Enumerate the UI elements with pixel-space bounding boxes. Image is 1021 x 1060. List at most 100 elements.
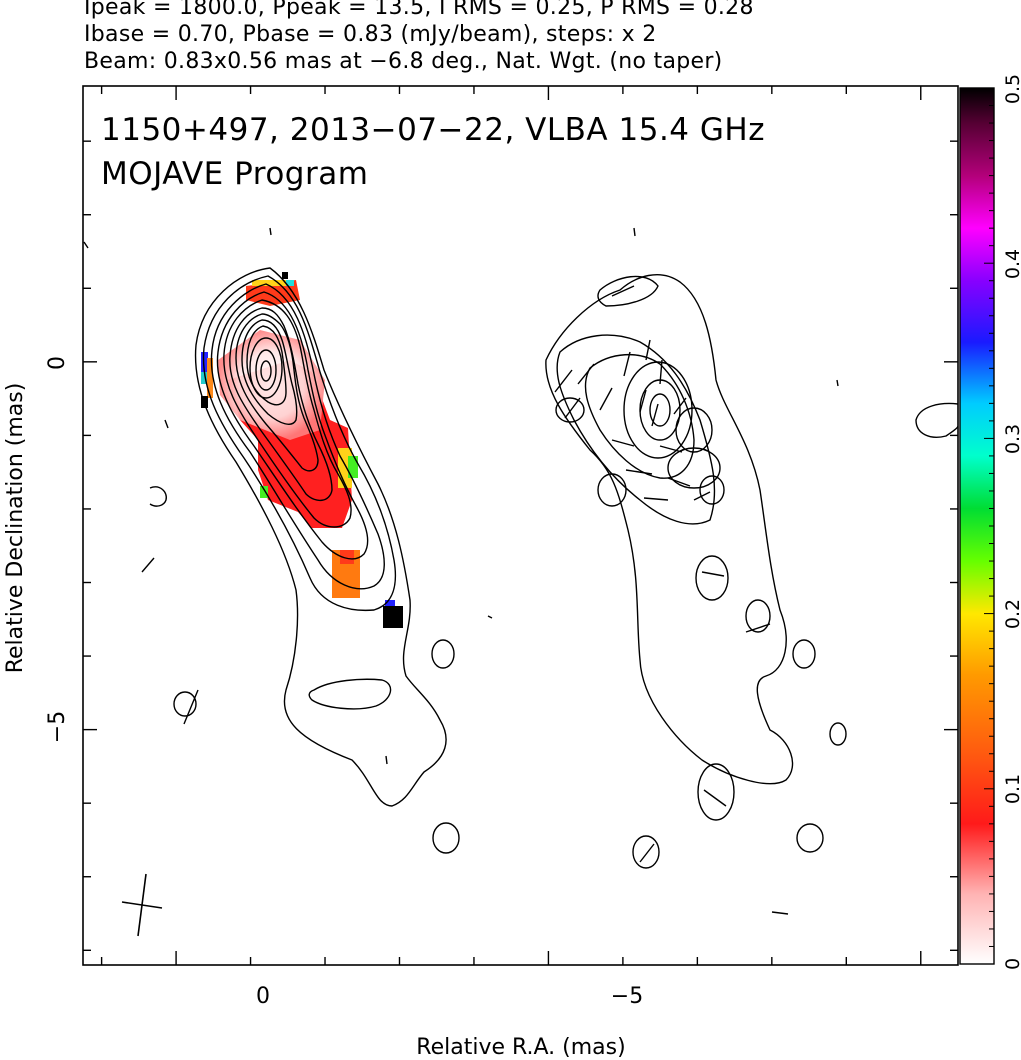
evpa-tick bbox=[673, 397, 687, 415]
evpa-tick bbox=[577, 363, 595, 385]
pcontour-outer bbox=[545, 274, 794, 785]
colorbar bbox=[959, 87, 995, 965]
polarization-west-edge-orange bbox=[207, 358, 213, 398]
contour-12 bbox=[260, 360, 272, 382]
evpa-tick bbox=[703, 789, 727, 807]
evpa-tick bbox=[625, 469, 653, 475]
pcontour-blob-far-east bbox=[829, 722, 847, 746]
contour-3 bbox=[210, 283, 385, 590]
contour-fragment-left bbox=[149, 486, 167, 507]
pcontour-tick-a bbox=[633, 227, 636, 237]
x-axis-title: Relative R.A. (mas) bbox=[416, 1035, 625, 1060]
contour-8 bbox=[241, 319, 298, 425]
evpa-tick bbox=[611, 439, 635, 447]
evpa-tick bbox=[651, 403, 659, 427]
polarization-north-arc-cyan bbox=[286, 280, 294, 286]
pcontour-blob-low-2 bbox=[632, 835, 660, 869]
polarization-green-patch bbox=[348, 456, 358, 478]
colorbar-label-0.2: 0.2 bbox=[1002, 599, 1021, 629]
y-tick-label-0: 0 bbox=[45, 356, 70, 370]
contour-7 bbox=[235, 313, 319, 472]
evpa-tick bbox=[659, 359, 663, 385]
evpa-tick bbox=[701, 571, 725, 577]
contour-4 bbox=[216, 291, 369, 560]
evpa-tick bbox=[639, 389, 647, 413]
evpa-tick bbox=[183, 689, 199, 725]
contour-hole-south bbox=[308, 678, 392, 710]
plot-title-line-1: 1150+497, 2013−07−22, VLBA 15.4 GHz bbox=[101, 112, 765, 148]
contour-lowest-outer bbox=[194, 267, 447, 807]
pcontour-blob-right-2 bbox=[792, 639, 816, 669]
contour-2 bbox=[202, 275, 397, 612]
x-tick-label-minus5: −5 bbox=[611, 984, 643, 1009]
contour-blob-south-right bbox=[431, 639, 455, 669]
evpa-tick bbox=[667, 477, 691, 487]
polarization-south-blue bbox=[385, 600, 395, 610]
total-intensity-contours bbox=[83, 227, 460, 854]
contour-blob-left bbox=[173, 691, 197, 717]
pcontour-east-1 bbox=[675, 407, 713, 453]
evpa-tick bbox=[611, 285, 635, 297]
pcontour-core-1 bbox=[623, 361, 693, 459]
axis-ticks bbox=[83, 86, 958, 965]
evpa-ticks bbox=[183, 285, 771, 863]
pcontour-inner-1 bbox=[556, 334, 716, 525]
header-line-2: Ibase = 0.70, Pbase = 0.83 (mJy/beam), s… bbox=[84, 22, 657, 47]
pcontour-blob-mid bbox=[695, 555, 729, 601]
header-line-3: Beam: 0.83x0.56 mas at −6.8 deg., Nat. W… bbox=[84, 49, 723, 74]
evpa-tick bbox=[745, 623, 771, 633]
pcontour-tick-c bbox=[487, 615, 493, 619]
pcontour-blob-far-west bbox=[555, 397, 585, 423]
pcontour-blob-west bbox=[597, 473, 627, 507]
evpa-tick bbox=[645, 339, 651, 361]
pcontour-east-2 bbox=[667, 447, 721, 489]
polarized-intensity-contours bbox=[487, 227, 958, 915]
beam-minor-axis bbox=[121, 901, 163, 909]
polarization-orange-blob-top bbox=[340, 550, 354, 564]
contour-5 bbox=[223, 299, 352, 528]
evpa-tick bbox=[599, 387, 613, 411]
evpa-tick bbox=[554, 369, 573, 393]
contour-tick-5 bbox=[83, 241, 89, 249]
colorbar-ticks bbox=[984, 87, 994, 965]
evpa-tick bbox=[659, 445, 683, 453]
contour-9 bbox=[246, 325, 287, 406]
colorbar-label-0.1: 0.1 bbox=[1002, 774, 1021, 804]
y-axis-title: Relative Declination (mas) bbox=[3, 383, 28, 674]
contour-tick-4 bbox=[385, 755, 388, 765]
plot-frame bbox=[82, 85, 959, 966]
polarization-north-arc-yellow bbox=[252, 280, 292, 286]
beam-cross bbox=[121, 873, 163, 937]
pcontour-blob-low bbox=[697, 763, 735, 821]
pcontour-tick-b bbox=[836, 379, 839, 387]
polarization-core-fade bbox=[218, 330, 325, 440]
header-line-1: Ipeak = 1800.0, Ppeak = 13.5, I RMS = 0.… bbox=[84, 0, 754, 20]
contour-tick-3 bbox=[141, 557, 155, 573]
evpa-tick bbox=[643, 497, 669, 501]
y-tick-label-minus5: −5 bbox=[45, 711, 70, 743]
pcontour-core-3 bbox=[649, 393, 671, 427]
pcontour-north-lobe bbox=[597, 275, 659, 307]
pcontour-edge-blob bbox=[915, 402, 958, 438]
colorbar-label-0.3: 0.3 bbox=[1002, 424, 1021, 454]
plot-area bbox=[83, 227, 958, 937]
polarization-green-left bbox=[260, 486, 268, 498]
polarization-north-black bbox=[282, 272, 288, 279]
colorbar-label-0: 0 bbox=[1002, 958, 1021, 970]
pcontour-blob-east bbox=[699, 475, 725, 505]
pcontour-blob-low-3 bbox=[796, 823, 824, 853]
contour-10 bbox=[249, 337, 283, 399]
contour-tick-2 bbox=[164, 419, 169, 429]
pcontour-core-2 bbox=[639, 379, 681, 441]
evpa-tick bbox=[564, 397, 581, 419]
evpa-tick bbox=[623, 351, 631, 377]
polarization-south-black bbox=[383, 606, 403, 628]
contour-tick-1 bbox=[269, 227, 272, 236]
contour-11 bbox=[255, 349, 277, 391]
plot-title-line-2: MOJAVE Program bbox=[101, 156, 368, 192]
colorbar-label-0.4: 0.4 bbox=[1002, 249, 1021, 279]
x-tick-label-0: 0 bbox=[256, 984, 270, 1009]
polarization-west-edge-cyan bbox=[201, 372, 208, 384]
contour-blob-bottom bbox=[432, 822, 460, 854]
